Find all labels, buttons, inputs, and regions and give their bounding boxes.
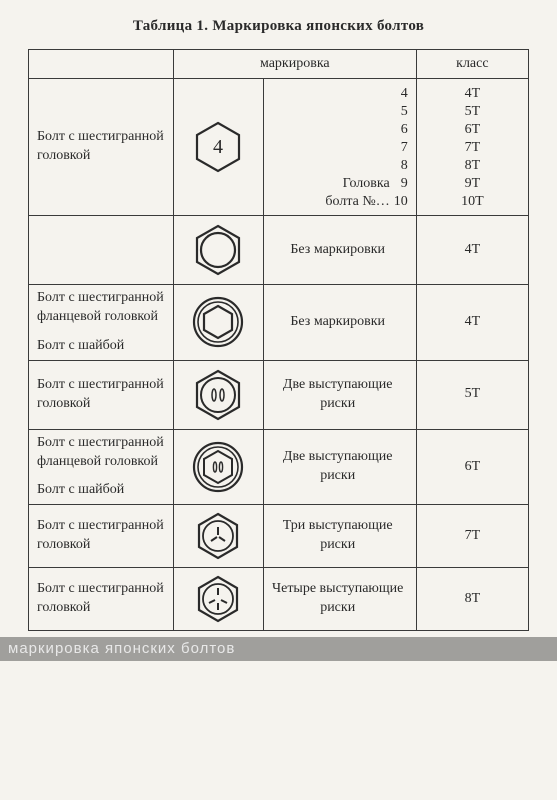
table-row: Без маркировки 4Т [29, 216, 529, 285]
num: 5 [394, 103, 408, 121]
class-value: 4Т [419, 85, 526, 103]
table-row: Болт с шестигранной головкой Две выступа… [29, 360, 529, 429]
desc-line: Болт с шайбой [37, 481, 167, 500]
table-row: Болт с шестигранной головкой 4 Головка б… [29, 79, 529, 216]
bolt-description [29, 216, 174, 285]
class-value: 8Т [419, 157, 526, 175]
class-value: 8Т [416, 568, 528, 631]
flange-hex-icon [173, 285, 263, 361]
label-line: Головка [325, 175, 389, 193]
hex-two-marks-icon [173, 360, 263, 429]
bolt-description: Болт с шестигранной головкой [29, 568, 174, 631]
bolt-description: Болт с шестигранной фланцевой головкой Б… [29, 429, 174, 505]
desc-line: Болт с шестигранной фланцевой головкой [37, 289, 167, 327]
num: 4 [394, 85, 408, 103]
num: 7 [394, 139, 408, 157]
watermark-caption: маркировка японских болтов [0, 637, 557, 661]
class-value: 5Т [419, 103, 526, 121]
class-value: 5Т [416, 360, 528, 429]
hex-circle-icon [173, 216, 263, 285]
desc-line: Болт с шайбой [37, 337, 167, 356]
class-value: 9Т [419, 175, 526, 193]
hex-with-number-icon: 4 [173, 79, 263, 216]
header-class: класс [416, 50, 528, 79]
hex-four-marks-icon [173, 568, 263, 631]
header-empty [29, 50, 174, 79]
class-cell: 4Т 5Т 6Т 7Т 8Т 9Т 10Т [416, 79, 528, 216]
table-row: Болт с шестигранной фланцевой головкой Б… [29, 429, 529, 505]
table-row: Болт с шестигранной головкой Четыре выст… [29, 568, 529, 631]
marking-text: Головка болта №… 4 5 6 7 8 9 10 [263, 79, 416, 216]
num: 6 [394, 121, 408, 139]
table-row: Болт с шестигранной головкой Три выступа… [29, 505, 529, 568]
table-title: Таблица 1. Маркировка японских болтов [28, 18, 529, 35]
num: 9 [394, 175, 408, 193]
svg-text:4: 4 [213, 136, 223, 158]
marking-text: Две выступающие риски [263, 360, 416, 429]
bolt-marking-table: маркировка класс Болт с шестигранной гол… [28, 49, 529, 631]
hex-three-marks-icon [173, 505, 263, 568]
marking-text: Без маркировки [263, 216, 416, 285]
class-value: 6Т [419, 121, 526, 139]
marking-text: Три выступающие риски [263, 505, 416, 568]
class-value: 6Т [416, 429, 528, 505]
class-value: 7Т [419, 139, 526, 157]
bolt-description: Болт с шестигранной фланцевой головкой Б… [29, 285, 174, 361]
table-row: Болт с шестигранной фланцевой головкой Б… [29, 285, 529, 361]
class-value: 10Т [419, 193, 526, 211]
class-value: 7Т [416, 505, 528, 568]
marking-text: Две выступающие риски [263, 429, 416, 505]
header-row: маркировка класс [29, 50, 529, 79]
flange-hex-two-marks-icon [173, 429, 263, 505]
class-value: 4Т [416, 216, 528, 285]
marking-text: Без маркировки [263, 285, 416, 361]
page: Таблица 1. Маркировка японских болтов ма… [0, 0, 557, 631]
header-marking: маркировка [173, 50, 416, 79]
class-value: 4Т [416, 285, 528, 361]
bolt-description: Болт с шестигранной головкой [29, 79, 174, 216]
num: 8 [394, 157, 408, 175]
bolt-description: Болт с шестигранной головкой [29, 360, 174, 429]
bolt-description: Болт с шестигранной головкой [29, 505, 174, 568]
desc-line: Болт с шестигранной фланцевой головкой [37, 434, 167, 472]
num: 10 [394, 193, 408, 211]
label-line: болта №… [325, 193, 389, 211]
marking-text: Четыре выступающие риски [263, 568, 416, 631]
